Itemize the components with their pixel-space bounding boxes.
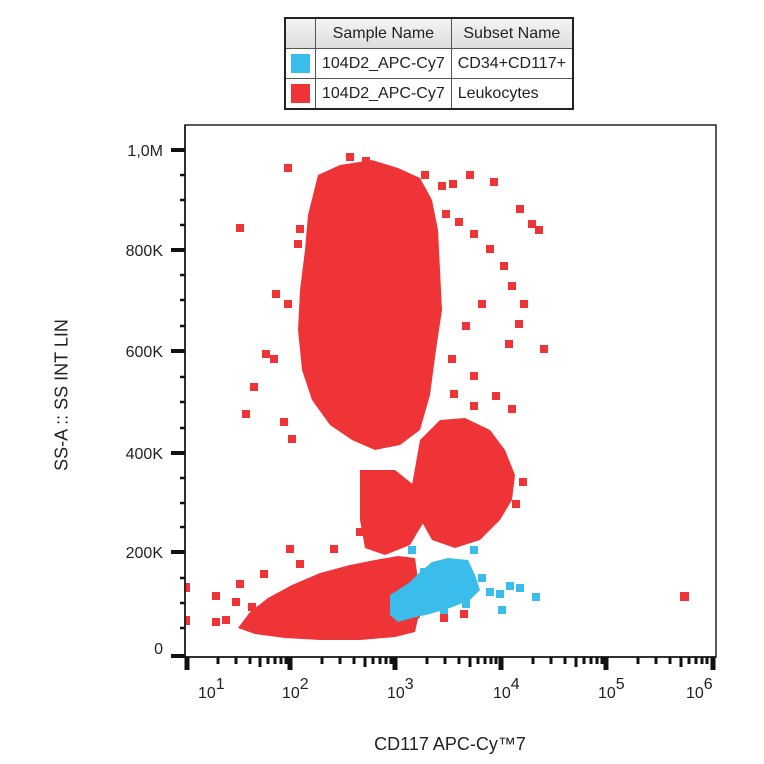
y-tick-label: 0 xyxy=(154,641,163,658)
y-tick-label: 400K xyxy=(126,446,164,463)
y-tick-label: 600K xyxy=(126,344,164,361)
x-tick-label: 103 xyxy=(387,676,414,702)
x-tick-label: 104 xyxy=(493,676,520,702)
legend-sample: 104D2_APC-Cy7 xyxy=(315,78,452,110)
y-tick-labels: 1,0M 800K 600K 400K 200K 0 xyxy=(126,143,164,658)
y-tick-label: 1,0M xyxy=(127,143,163,160)
legend-swatch-leukocytes xyxy=(291,84,310,103)
y-axis-label: SS-A :: SS INT LIN xyxy=(51,319,72,471)
y-tick-label: 800K xyxy=(126,243,164,260)
y-tick-label: 200K xyxy=(126,545,164,562)
legend-swatch-cd34 xyxy=(291,54,310,73)
x-tick-label: 101 xyxy=(198,676,225,702)
legend-sample: 104D2_APC-Cy7 xyxy=(315,48,452,79)
y-axis xyxy=(171,125,186,658)
legend-header-subset: Subset Name xyxy=(450,17,574,49)
x-tick-label: 102 xyxy=(282,676,309,702)
series-cd34-cd117 xyxy=(390,546,540,622)
x-axis-label: CD117 APC-Cy™7 xyxy=(374,734,526,754)
legend-row: 104D2_APC-Cy7 CD34+CD117+ xyxy=(284,48,574,79)
legend-subset: CD34+CD117+ xyxy=(450,48,574,79)
x-tick-label: 106 xyxy=(686,676,713,702)
legend-table: Sample Name Subset Name 104D2_APC-Cy7 CD… xyxy=(284,17,574,110)
x-tick-label: 105 xyxy=(598,676,625,702)
legend-subset: Leukocytes xyxy=(450,78,574,110)
series-leukocytes xyxy=(184,153,689,640)
x-axis xyxy=(184,656,716,670)
x-tick-labels: 101 102 103 104 105 106 xyxy=(198,676,713,702)
legend-row: 104D2_APC-Cy7 Leukocytes xyxy=(284,78,574,110)
